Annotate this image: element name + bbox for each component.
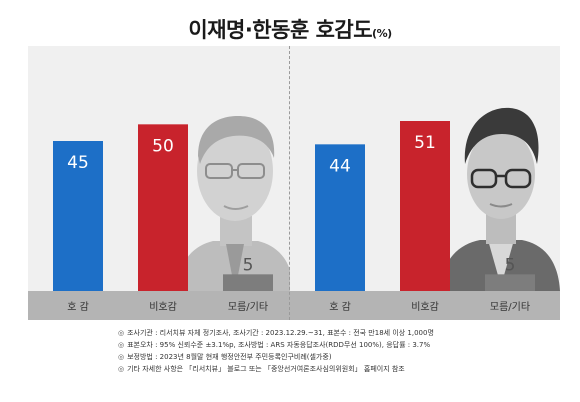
survey-note-text: 표본오차 : 95% 신뢰수준 ±3.1%p, 조사방법 : ARS 자동응답조… [127,341,431,349]
bar-unfavorable [400,121,450,291]
axis-baseline [290,291,560,320]
bullet-icon: ◎ [118,365,125,373]
category-label: 호 감 [329,301,351,313]
category-label: 모름/기타 [490,301,530,313]
survey-note-text: 조사기관 : 리서치뷰 자체 정기조사, 조사기간 : 2023.12.29.~… [127,329,434,337]
axis-baseline [28,291,298,320]
bullet-icon: ◎ [118,329,125,337]
survey-note-text: 보정방법 : 2023년 8월말 현재 행정안전부 주민등록인구비례(셀가중) [127,353,332,361]
chart-title-unit: (%) [372,27,392,40]
category-label: 모름/기타 [228,301,268,313]
data-label: 51 [414,133,436,153]
bullet-icon: ◎ [118,341,125,349]
bar-unfavorable [138,124,188,291]
survey-note: ◎ 보정방법 : 2023년 8월말 현재 행정안전부 주민등록인구비례(셀가중) [118,351,548,363]
survey-note: ◎ 기타 자세한 사항은 「리서치뷰」 블로그 또는 「중앙선거여론조사심의위원회… [118,363,548,375]
bar-unknown [485,274,535,291]
survey-note-text: 기타 자세한 사항은 「리서치뷰」 블로그 또는 「중앙선거여론조사심의위원회」… [127,365,405,373]
chart-title-text: 이재명·한동훈 호감도 [188,18,373,42]
category-label: 비호감 [149,301,177,313]
survey-notes: ◎ 조사기관 : 리서치뷰 자체 정기조사, 조사기간 : 2023.12.29.… [118,327,548,375]
survey-note: ◎ 표본오차 : 95% 신뢰수준 ±3.1%p, 조사방법 : ARS 자동응답… [118,339,548,351]
category-label: 비호감 [411,301,439,313]
bar-chart-right: 44 호 감 51 비호감 5 모름/기타 [315,121,535,313]
data-label: 44 [329,156,351,176]
person-photo-left [178,116,293,291]
category-label: 호 감 [67,301,89,313]
panel-divider [289,46,290,320]
panel-right: 44 호 감 51 비호감 5 모름/기타 [290,46,560,320]
bar-chart-left: 45 호 감 50 비호감 5 모름/기타 [53,124,273,313]
bar-favorable [315,144,365,291]
data-label: 5 [243,255,254,275]
bar-favorable [53,141,103,291]
bar-unknown [223,274,273,291]
chart-title: 이재명·한동훈 호감도(%) [0,14,580,44]
data-label: 45 [67,153,89,173]
data-label: 5 [505,255,516,275]
data-label: 50 [152,136,174,156]
panel-left: 45 호 감 50 비호감 5 모름/기타 [28,46,298,320]
survey-note: ◎ 조사기관 : 리서치뷰 자체 정기조사, 조사기간 : 2023.12.29.… [118,327,548,339]
bullet-icon: ◎ [118,353,125,361]
